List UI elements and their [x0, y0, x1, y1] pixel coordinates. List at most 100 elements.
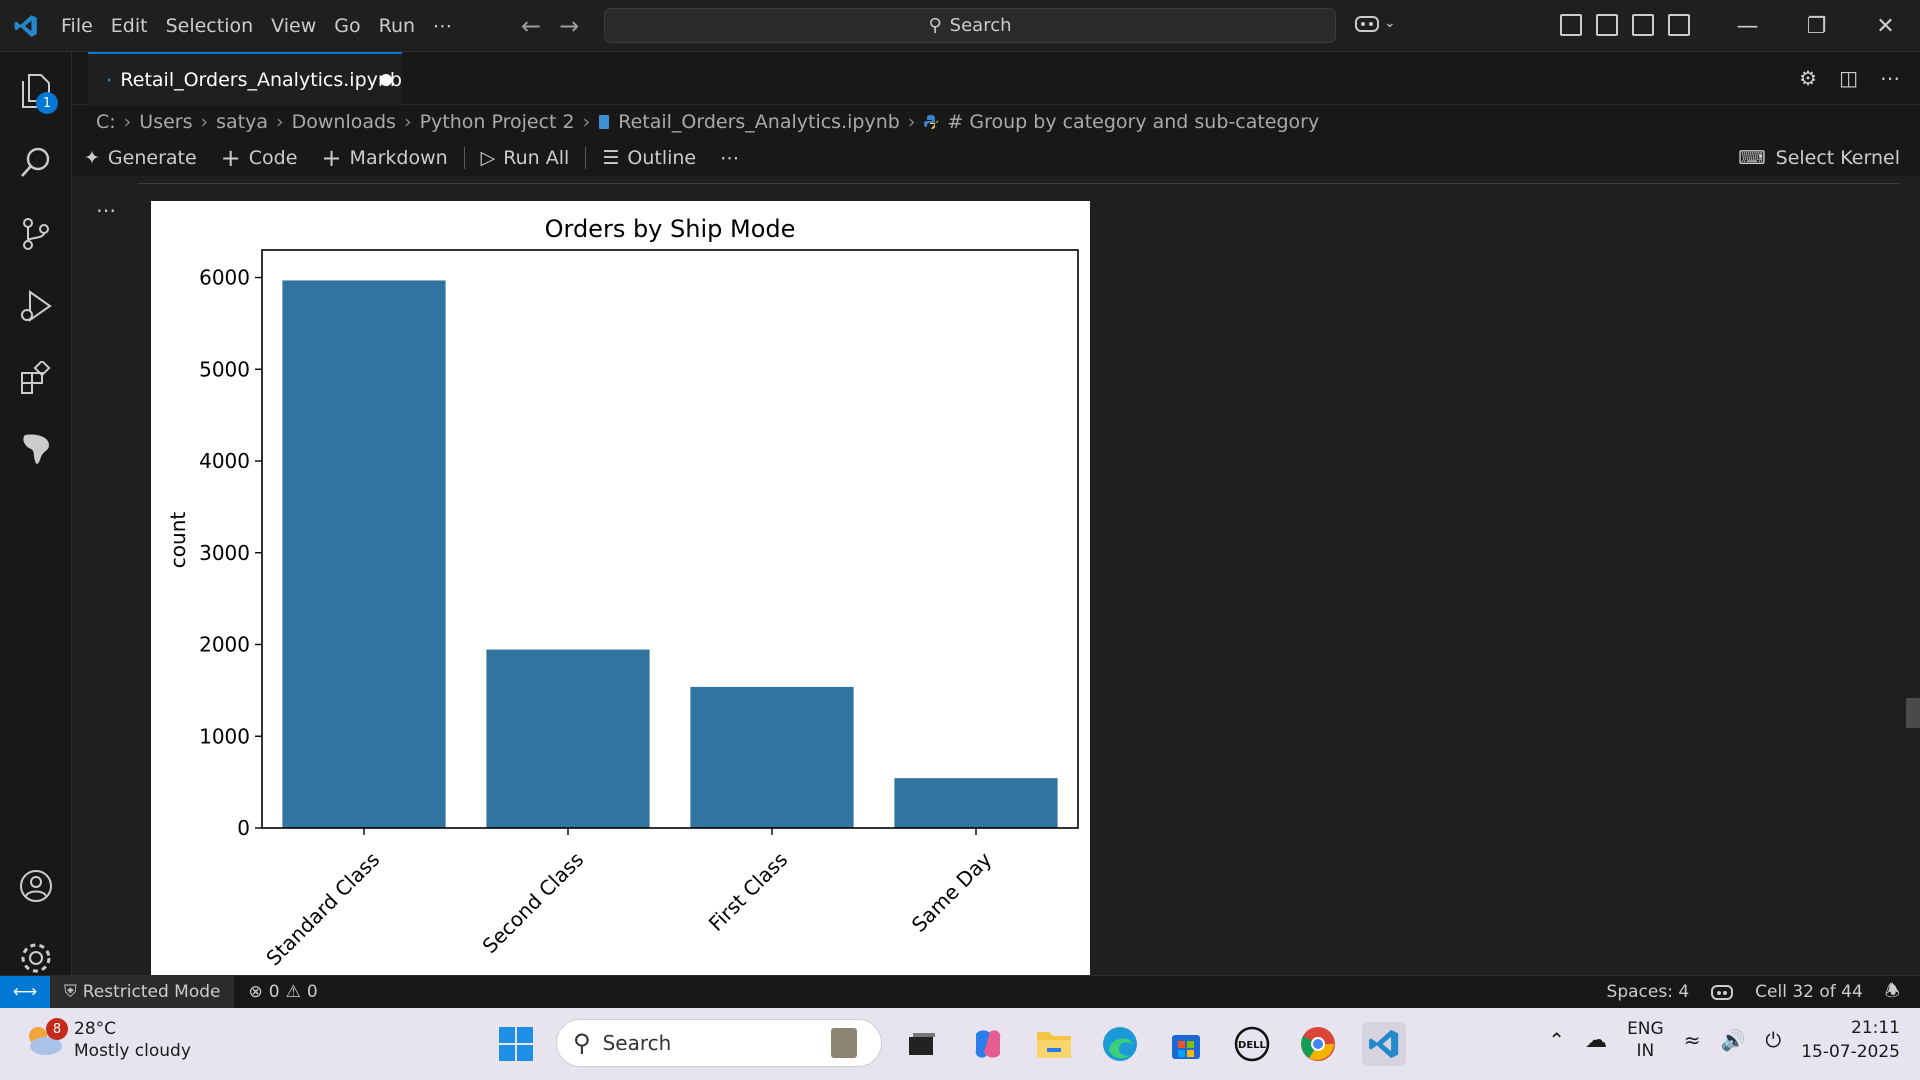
- back-arrow-icon[interactable]: ←: [521, 11, 542, 40]
- copilot-status-icon[interactable]: [1711, 983, 1734, 1001]
- shield-icon: ⛨: [64, 982, 77, 1002]
- x-tick-label: First Class: [704, 847, 792, 935]
- indentation-indicator[interactable]: Spaces: 4: [1606, 982, 1690, 1002]
- markdown-label: Markdown: [349, 147, 448, 169]
- taskbar-search-box[interactable]: ⚲ Search: [556, 1019, 882, 1067]
- dell-icon[interactable]: DELL: [1230, 1022, 1274, 1066]
- notebook-settings-gear-icon[interactable]: ⚙: [1799, 66, 1818, 90]
- close-icon[interactable]: ✕: [1876, 13, 1895, 39]
- extensions-icon[interactable]: [0, 342, 72, 414]
- svg-text:DELL: DELL: [1238, 1040, 1267, 1051]
- explorer-icon[interactable]: 1: [0, 54, 72, 126]
- breadcrumb-file[interactable]: Retail_Orders_Analytics.ipynb: [618, 111, 900, 133]
- onedrive-cloud-icon[interactable]: ☁: [1585, 1027, 1608, 1053]
- account-icon[interactable]: [0, 850, 72, 922]
- menu-edit[interactable]: Edit: [110, 14, 148, 37]
- volume-icon[interactable]: 🔊: [1720, 1028, 1746, 1052]
- python-icon: [924, 115, 939, 129]
- x-tick-label: Standard Class: [261, 847, 384, 970]
- weather-widget[interactable]: 28°C Mostly cloudy: [24, 1018, 191, 1062]
- microsoft-store-icon[interactable]: [1164, 1022, 1208, 1066]
- x-tick-label: Second Class: [478, 847, 589, 958]
- remote-indicator-icon[interactable]: ⟷: [0, 975, 50, 1009]
- breadcrumb-chevron-icon: ›: [276, 111, 284, 133]
- toggle-panel-icon[interactable]: [1632, 14, 1654, 36]
- menu-run[interactable]: Run: [378, 14, 416, 37]
- select-kernel-button[interactable]: ⌨ Select Kernel: [1738, 147, 1900, 169]
- task-view-icon[interactable]: [900, 1022, 944, 1066]
- y-tick-label: 1000: [199, 724, 250, 748]
- breadcrumb-downloads[interactable]: Downloads: [291, 111, 396, 133]
- kernel-icon: ⌨: [1738, 147, 1766, 169]
- output-more-actions[interactable]: ⋯: [96, 198, 117, 222]
- customize-layout-icon[interactable]: [1560, 14, 1582, 36]
- manage-gear-icon[interactable]: [0, 922, 72, 994]
- breadcrumb-cell[interactable]: # Group by category and sub-category: [947, 111, 1320, 133]
- menu-go[interactable]: Go: [334, 14, 361, 37]
- notebook-toolbar: ✦ Generate + Code + Markdown ▷ Run All ☰…: [72, 140, 1920, 176]
- generate-label: Generate: [107, 147, 197, 169]
- search-highlight-icon: [831, 1028, 857, 1058]
- breadcrumb-drive[interactable]: C:: [96, 111, 116, 133]
- run-and-debug-icon[interactable]: [0, 270, 72, 342]
- chevron-up-icon[interactable]: ⌃: [1548, 1028, 1566, 1052]
- bar-first-class: [690, 686, 854, 828]
- problems-indicator[interactable]: ⊗ 0 ⚠ 0: [234, 982, 331, 1002]
- toolbar-more-button[interactable]: ⋯: [720, 147, 740, 169]
- x-tick-label: Same Day: [907, 847, 997, 937]
- breadcrumb-project[interactable]: Python Project 2: [419, 111, 575, 133]
- command-center-search[interactable]: ⚲ Search: [604, 8, 1336, 43]
- add-markdown-cell-button[interactable]: + Markdown: [309, 144, 459, 172]
- notifications-bell-icon[interactable]: 🕭: [1884, 980, 1900, 1001]
- generate-button[interactable]: ✦ Generate: [72, 147, 209, 169]
- restricted-mode-label: Restricted Mode: [82, 982, 221, 1002]
- source-control-icon[interactable]: [0, 198, 72, 270]
- search-view-icon[interactable]: [0, 126, 72, 198]
- run-all-button[interactable]: ▷ Run All: [469, 147, 582, 169]
- sparkle-icon: ✦: [84, 147, 100, 169]
- plot-frame: [261, 249, 1079, 829]
- cell-indicator[interactable]: Cell 32 of 44: [1755, 982, 1863, 1002]
- outline-button[interactable]: ☰ Outline: [590, 147, 708, 169]
- vscode-taskbar-icon[interactable]: [1362, 1022, 1406, 1066]
- menu-more[interactable]: ⋯: [433, 14, 453, 37]
- edge-browser-icon[interactable]: [1098, 1022, 1142, 1066]
- clock[interactable]: 21:11 15-07-2025: [1801, 1016, 1900, 1064]
- copilot-menu-button[interactable]: ⌄: [1354, 12, 1396, 34]
- toggle-secondary-sidebar-icon[interactable]: [1668, 14, 1690, 36]
- copilot-app-icon[interactable]: [966, 1022, 1010, 1066]
- breadcrumb-users[interactable]: Users: [139, 111, 193, 133]
- editor-scrollbar-thumb[interactable]: [1906, 698, 1920, 728]
- tab-notebook[interactable]: Retail_Orders_Analytics.ipynb: [88, 52, 402, 105]
- toggle-primary-sidebar-icon[interactable]: [1596, 14, 1618, 36]
- minimize-icon[interactable]: —: [1736, 13, 1759, 39]
- file-explorer-icon[interactable]: [1032, 1022, 1076, 1066]
- more-actions-icon[interactable]: ⋯: [1880, 66, 1900, 90]
- language-indicator[interactable]: ENG IN: [1627, 1018, 1664, 1062]
- restricted-mode-indicator[interactable]: ⛨ Restricted Mode: [50, 975, 235, 1009]
- taskbar-search-label: Search: [602, 1031, 672, 1055]
- unsaved-dot-icon[interactable]: [380, 74, 392, 86]
- breadcrumb-user[interactable]: satya: [216, 111, 268, 133]
- forward-arrow-icon[interactable]: →: [559, 11, 580, 40]
- y-tick-label: 2000: [199, 633, 250, 657]
- menu-file[interactable]: File: [61, 14, 93, 37]
- windows-start-icon[interactable]: [498, 1026, 534, 1062]
- clock-time: 21:11: [1851, 1018, 1900, 1038]
- plus-icon: +: [321, 144, 342, 172]
- database-extension-icon[interactable]: [0, 414, 72, 486]
- chrome-browser-icon[interactable]: [1296, 1022, 1340, 1066]
- menu-bar: File Edit Selection View Go Run ⋯: [52, 0, 461, 52]
- menu-view[interactable]: View: [271, 14, 317, 37]
- battery-icon[interactable]: ⏻: [1765, 1028, 1782, 1052]
- y-ticks-group: 0 1000 2000 3000 4000 5000 6000: [199, 266, 262, 840]
- wifi-icon[interactable]: ≈: [1683, 1028, 1701, 1052]
- list-icon: ☰: [602, 147, 620, 169]
- chevron-down-icon: ⌄: [1384, 15, 1396, 31]
- code-label: Code: [248, 147, 298, 169]
- search-icon: ⚲: [573, 1029, 591, 1057]
- add-code-cell-button[interactable]: + Code: [209, 144, 310, 172]
- menu-selection[interactable]: Selection: [165, 14, 254, 37]
- restore-icon[interactable]: ❐: [1806, 13, 1827, 39]
- split-editor-icon[interactable]: ◫: [1839, 66, 1858, 90]
